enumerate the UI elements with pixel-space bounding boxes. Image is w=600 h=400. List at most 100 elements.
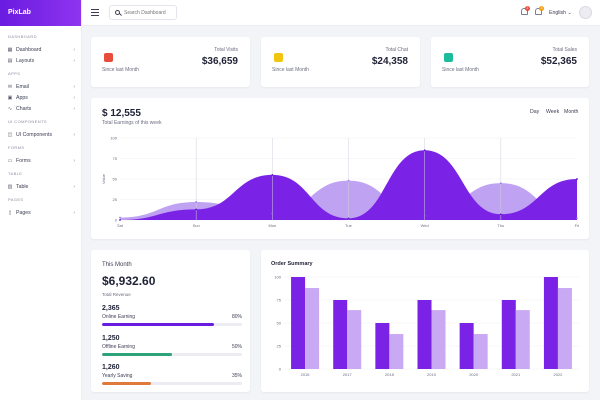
bar-2016-series-0 [291, 277, 306, 369]
order-summary-bar-chart: 0 25 50 75 100 2016 2017 2018 2019 2020 2021 2022 [274, 275, 579, 377]
sidebar-item-label: UI Components [16, 131, 53, 138]
dashboard-icon: ▦ [7, 46, 13, 53]
sidebar-item-email[interactable]: ✉ Email › [0, 81, 81, 92]
x-tick-label: Thu [497, 223, 504, 228]
y-tick-label: 0 [115, 218, 118, 223]
y-tick-label: 75 [277, 298, 282, 303]
stat-card-visits: Total Visits $36,659 Since last Month [91, 37, 250, 87]
progress-percent: 50% [231, 344, 242, 350]
message-bell-icon[interactable]: 3 [535, 6, 544, 15]
x-tick-label: 2016 [301, 372, 311, 377]
stat-since: Since last Month [272, 67, 309, 73]
sidebar-item-apps[interactable]: ▣ Apps › [0, 92, 81, 103]
earnings-area-chart: 0 25 50 75 100 Value Sat Sun Mon Tue Wed Thu Fri [101, 136, 579, 229]
progress-track [102, 353, 242, 356]
chevron-right-icon: › [73, 94, 75, 101]
sidebar-item-dashboard[interactable]: ▦ Dashboard › [0, 44, 81, 55]
sidebar-item-table[interactable]: ▥ Table › [0, 181, 81, 192]
area-point [271, 174, 274, 176]
area-point [271, 212, 274, 215]
area-point [499, 182, 502, 184]
bar-2020-series-0 [459, 323, 474, 369]
earnings-subtitle: Total Earnings of this week [102, 120, 162, 126]
y-tick-label: 25 [113, 197, 118, 202]
sidebar-item-forms[interactable]: ▭ Forms › [0, 155, 81, 166]
notification-bell-icon[interactable]: 2 [521, 6, 530, 15]
stat-value: $24,358 [371, 56, 408, 67]
progress-fill [102, 323, 214, 326]
progress-label: Online Earning [102, 314, 136, 320]
bar-2018-series-1 [389, 334, 404, 369]
sidebar-item-label: Email [16, 83, 29, 90]
y-tick-label: 50 [113, 177, 118, 182]
layouts-icon: ▤ [7, 57, 13, 64]
bar-2019-series-1 [431, 310, 446, 369]
y-tick-label: 75 [113, 156, 118, 161]
sidebar-item-ui-components[interactable]: ◫ UI Components › [0, 129, 81, 140]
box-icon [104, 53, 113, 62]
earnings-card: $ 12,555 Total Earnings of this week Day… [91, 98, 589, 239]
y-tick-label: 50 [277, 321, 282, 326]
chevron-right-icon: › [73, 46, 75, 53]
stat-label: Total Sales [552, 47, 577, 53]
search-icon [115, 10, 120, 15]
bar-2021-series-1 [515, 310, 530, 369]
sidebar-section-title: DASHBOARD [8, 34, 37, 39]
range-month-button[interactable]: Month [564, 109, 579, 115]
forms-icon: ▭ [7, 157, 13, 164]
apps-icon: ▣ [7, 94, 13, 101]
progress-percent: 35% [231, 373, 242, 379]
sidebar-item-charts[interactable]: ∿ Charts › [0, 103, 81, 114]
progress-label: Yearly Saving [102, 373, 133, 379]
chevron-right-icon: › [73, 57, 75, 64]
chevron-right-icon: › [73, 131, 75, 138]
sidebar-section-title: TABLE [8, 171, 23, 176]
search-input[interactable] [124, 9, 174, 17]
bar-2021-series-0 [501, 300, 516, 369]
chevron-right-icon: › [73, 83, 75, 90]
chevron-right-icon: › [73, 105, 75, 112]
order-summary-title: Order Summary [271, 261, 313, 267]
email-icon: ✉ [7, 83, 13, 90]
range-day-button[interactable]: Day [530, 109, 540, 115]
progress-track [102, 382, 242, 385]
chevron-right-icon: › [73, 183, 75, 190]
stat-card-chat: Total Chat $24,358 Since last Month [261, 37, 420, 87]
y-tick-label: 100 [274, 275, 281, 280]
progress-percent: 80% [231, 314, 242, 320]
language-selector[interactable]: English ⌄ [549, 10, 572, 16]
earnings-value: $ 12,555 [102, 108, 141, 119]
sidebar-item-pages[interactable]: ▯ Pages › [0, 207, 81, 218]
area-point [423, 215, 426, 217]
y-axis-label: Value [101, 173, 106, 184]
progress-amount: 2,365 [102, 305, 120, 312]
brand-logo[interactable]: PixLab [0, 0, 81, 26]
range-week-button[interactable]: Week [546, 109, 560, 115]
sidebar-item-label: Apps [16, 94, 28, 101]
sidebar-item-label: Layouts [16, 57, 35, 64]
chevron-down-icon: ⌄ [567, 10, 572, 16]
charts-icon: ∿ [7, 105, 13, 112]
sidebar-item-label: Table [16, 183, 29, 190]
area-point [347, 217, 350, 220]
components-icon: ◫ [7, 131, 13, 138]
x-tick-label: Sat [117, 223, 124, 228]
progress-fill [102, 382, 151, 385]
progress-label: Offline Earning [102, 344, 135, 350]
sidebar-item-label: Pages [16, 209, 31, 216]
bar-2016-series-1 [305, 288, 320, 369]
area-point [119, 216, 121, 219]
bar-2018-series-0 [375, 323, 390, 369]
area-point [195, 208, 198, 211]
order-summary-card: Order Summary 0 25 50 75 100 2016 2017 2018 2019… [261, 250, 589, 392]
this-month-card: This Month $6,932.60 Total Revenue 2,365… [91, 250, 250, 392]
sidebar-item-layouts[interactable]: ▤ Layouts › [0, 55, 81, 66]
y-tick-label: 0 [279, 367, 282, 372]
x-tick-label: Sun [193, 223, 200, 228]
progress-online-earning: 2,365 Online Earning 80% [102, 305, 242, 326]
avatar[interactable] [579, 6, 592, 19]
sidebar-item-label: Charts [16, 105, 32, 112]
sidebar: PixLab DASHBOARD ▦ Dashboard › ▤ Layouts › APPS… [0, 0, 82, 400]
area-point [195, 201, 198, 203]
hamburger-menu-icon[interactable] [91, 9, 99, 16]
